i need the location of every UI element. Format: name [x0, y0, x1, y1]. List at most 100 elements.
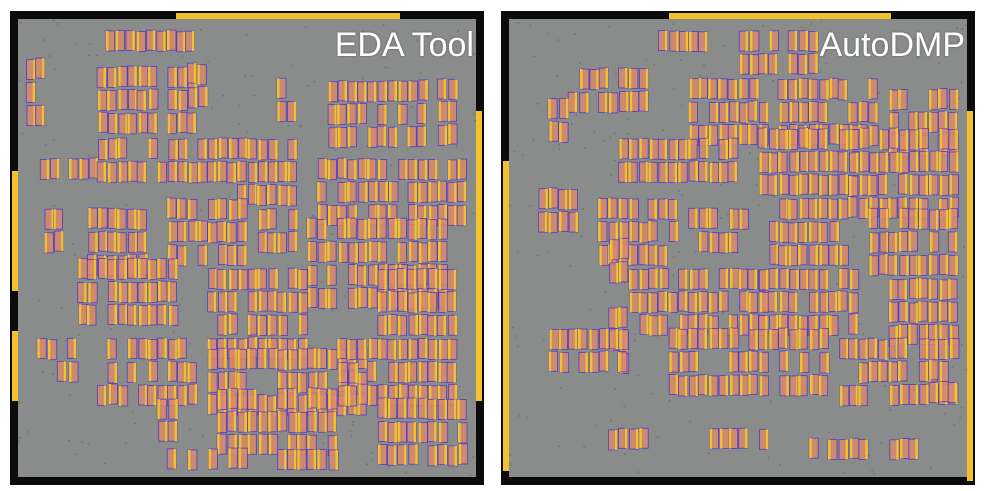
macro-block [768, 30, 779, 52]
macro-block [698, 291, 709, 313]
macro-block [697, 77, 708, 99]
macro-block [787, 199, 798, 221]
macro-block [698, 207, 709, 229]
macro-block [357, 103, 368, 124]
macro-block [928, 174, 939, 196]
macro-block [217, 412, 227, 434]
macro-block [216, 269, 227, 291]
macro-block [207, 348, 218, 370]
macro-block [53, 208, 63, 230]
std-cell-speck [351, 424, 354, 426]
macro-block [767, 174, 778, 196]
macro-block [217, 160, 228, 182]
macro-block [698, 161, 709, 182]
macro-block [928, 111, 939, 133]
macro-block [889, 337, 899, 359]
std-cell-speck [893, 110, 896, 113]
io-pad-top [176, 13, 400, 19]
macro-block [107, 162, 118, 184]
macro-block [908, 151, 919, 172]
macro-block [167, 360, 178, 382]
macro-block [98, 257, 108, 279]
macro-block [417, 397, 428, 419]
macro-block [718, 290, 729, 312]
std-cell-speck [253, 94, 256, 97]
macro-block [156, 304, 167, 326]
macro-block [438, 421, 449, 443]
std-cell-speck [105, 80, 108, 82]
macro-block [787, 53, 798, 75]
macro-block [387, 126, 398, 148]
std-cell-speck [737, 324, 740, 326]
macro-block [928, 89, 939, 111]
macro-block [758, 151, 769, 173]
std-cell-speck [951, 366, 954, 369]
std-cell-speck [604, 291, 607, 293]
macro-block [749, 54, 760, 76]
macro-block [316, 388, 327, 410]
macro-block [808, 52, 819, 74]
std-cell-speck [432, 43, 435, 45]
macro-block [787, 30, 798, 52]
std-cell-speck [88, 43, 91, 45]
macro-block [237, 447, 248, 469]
macro-block [647, 161, 658, 183]
macro-block [266, 208, 277, 230]
macro-block [418, 79, 429, 101]
std-cell-speck [672, 88, 675, 90]
macro-block [609, 262, 620, 284]
macro-block [427, 421, 438, 443]
macro-block [629, 91, 640, 112]
macro-block [148, 360, 159, 382]
macro-block [268, 268, 279, 290]
macro-block [158, 420, 169, 442]
macro-block [828, 244, 839, 266]
macro-block [547, 98, 558, 120]
macro-block [307, 265, 318, 287]
macro-block [398, 159, 409, 180]
std-cell-speck [517, 250, 519, 253]
macro-block [327, 205, 338, 226]
macro-block [366, 360, 377, 382]
macro-block [719, 428, 730, 450]
macro-block [828, 77, 839, 99]
macro-block [418, 361, 428, 383]
std-cell-speck [582, 208, 584, 210]
std-cell-speck [755, 184, 758, 186]
macro-block [939, 360, 949, 382]
macro-block [437, 240, 448, 262]
macro-block [377, 241, 388, 263]
std-cell-speck [331, 233, 333, 235]
macro-block [849, 437, 860, 459]
std-cell-speck [218, 242, 221, 244]
std-cell-speck [238, 104, 241, 107]
macro-block [759, 269, 769, 291]
macro-block [268, 161, 278, 183]
macro-block [216, 198, 227, 220]
macro-block [638, 427, 649, 449]
macro-block [418, 291, 429, 313]
macro-block [176, 198, 187, 220]
macro-block [377, 420, 388, 442]
macro-block [568, 328, 578, 350]
macro-block [427, 181, 438, 203]
macro-block [739, 53, 750, 75]
macro-block [118, 385, 129, 407]
macro-block [789, 329, 800, 351]
std-cell-speck [722, 45, 725, 47]
macro-block [107, 207, 118, 229]
std-cell-speck [518, 415, 520, 417]
std-cell-speck [770, 400, 772, 403]
macro-block [858, 198, 869, 219]
macro-block [729, 101, 740, 123]
std-cell-speck [916, 300, 918, 302]
std-cell-speck [614, 388, 616, 390]
macro-block [168, 339, 179, 361]
macro-block [227, 291, 238, 313]
macro-block [629, 221, 639, 242]
macro-block [907, 230, 918, 252]
macro-block [919, 150, 929, 172]
std-cell-speck [202, 434, 204, 437]
macro-block [908, 129, 919, 151]
std-cell-speck [624, 282, 626, 284]
